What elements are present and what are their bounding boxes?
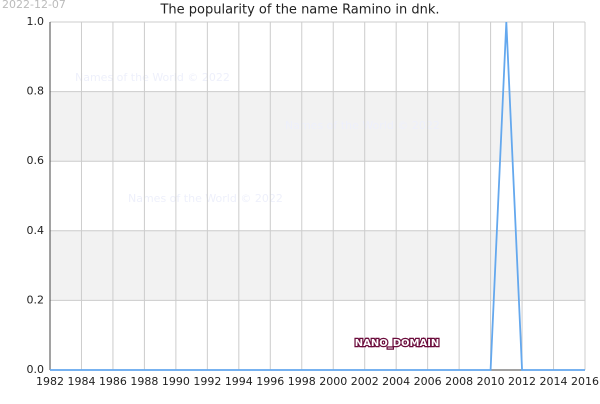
x-tick-label: 1984 [67, 375, 95, 388]
x-tick-label: 1992 [193, 375, 221, 388]
grid-band [50, 91, 585, 162]
y-tick-label: 0.6 [27, 154, 45, 167]
date-stamp: 2022-12-07 [2, 0, 66, 11]
watermark: Names of the World © 2022 [128, 192, 283, 205]
x-tick-label: 1996 [256, 375, 284, 388]
x-tick-label: 1982 [36, 375, 64, 388]
x-tick-label: 1990 [162, 375, 190, 388]
x-tick-label: 2002 [351, 375, 379, 388]
badge: NANO_DOMAIN [355, 338, 440, 349]
watermark: Names of the World © 2022 [75, 71, 230, 84]
x-tick-label: 2012 [508, 375, 536, 388]
x-tick-label: 2016 [571, 375, 599, 388]
x-tick-label: 2014 [540, 375, 568, 388]
x-tick-label: 1994 [225, 375, 253, 388]
plot-area [50, 22, 585, 370]
grid-band [50, 230, 585, 301]
watermark: Names of the World © 2022 [285, 119, 440, 132]
y-tick-label: 1.0 [27, 15, 45, 28]
x-tick-label: 1986 [99, 375, 127, 388]
data-line [50, 21, 585, 371]
y-tick-label: 0.2 [27, 293, 45, 306]
x-tick-label: 2004 [382, 375, 410, 388]
y-tick-label: 0.4 [27, 224, 45, 237]
y-tick-label: 0.8 [27, 85, 45, 98]
x-tick-label: 1998 [288, 375, 316, 388]
x-tick-label: 2000 [319, 375, 347, 388]
chart-title: The popularity of the name Ramino in dnk… [159, 3, 439, 18]
x-tick-label: 1988 [130, 375, 158, 388]
x-tick-label: 2008 [445, 375, 473, 388]
x-tick-label: 2006 [414, 375, 442, 388]
y-tick-label: 0.0 [27, 363, 45, 376]
x-tick-label: 2010 [477, 375, 505, 388]
